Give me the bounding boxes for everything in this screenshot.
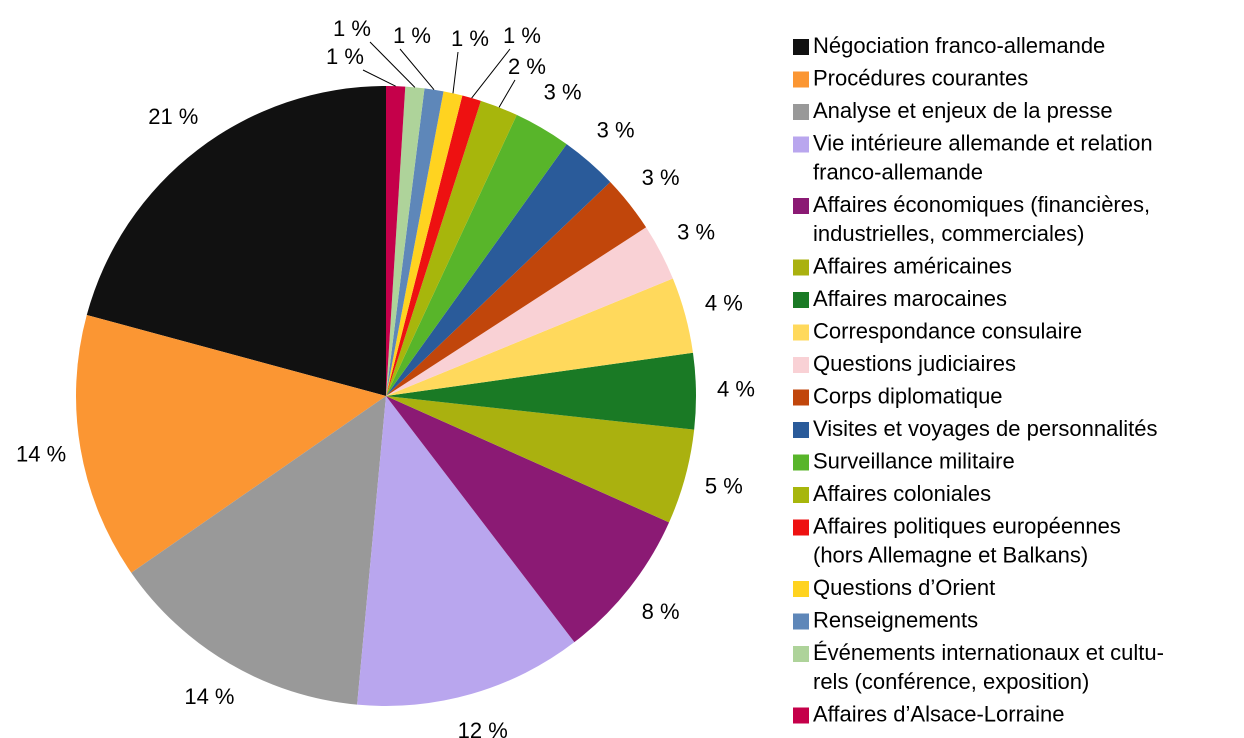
legend-label: Négociation franco-allemande xyxy=(813,33,1105,58)
data-label: 3 % xyxy=(544,80,582,105)
legend-swatch xyxy=(793,454,809,471)
legend-label: Affaires politiques européennes (hors All… xyxy=(813,513,1121,567)
legend-label: Affaires économiques (financières, indust… xyxy=(813,192,1150,246)
legend-swatch xyxy=(793,39,809,55)
data-label: 1 % xyxy=(393,23,431,48)
data-label: 1 % xyxy=(503,23,541,48)
data-label: 1 % xyxy=(333,16,371,41)
legend-swatch xyxy=(793,71,809,88)
data-label: 14 % xyxy=(184,684,234,709)
data-label: 5 % xyxy=(705,473,743,498)
data-label: 4 % xyxy=(717,376,755,401)
leader-line xyxy=(399,48,435,91)
legend-label: Visites et voyages de personnalités xyxy=(813,416,1157,441)
legend-swatch xyxy=(793,487,809,503)
leader-line xyxy=(362,69,396,87)
pie-slice xyxy=(357,396,575,706)
legend-label: Analyse et enjeux de la presse xyxy=(813,98,1113,123)
legend-label: Surveillance militaire xyxy=(813,448,1015,473)
pie-slice xyxy=(386,396,670,643)
legend-swatch xyxy=(793,357,809,373)
data-label: 1 % xyxy=(326,44,364,69)
legend-swatch xyxy=(793,707,809,724)
data-label: 3 % xyxy=(677,220,715,245)
data-label: 3 % xyxy=(597,118,635,143)
pie-slice xyxy=(386,227,673,396)
legend-label: Affaires d’Alsace-Lorraine xyxy=(813,701,1065,726)
data-label: 12 % xyxy=(458,718,508,738)
legend-swatch xyxy=(793,324,809,341)
legend-swatch xyxy=(793,613,809,630)
legend-label: Vie intérieure allemande et relation fran… xyxy=(813,130,1153,184)
legend-swatch xyxy=(793,389,809,406)
pie-slice xyxy=(86,86,386,396)
data-label: 21 % xyxy=(148,104,198,129)
leader-line xyxy=(369,41,416,88)
legend-label: Affaires coloniales xyxy=(813,481,991,506)
legend-label: Procédures courantes xyxy=(813,65,1028,90)
data-label: 1 % xyxy=(451,26,489,51)
leader-line xyxy=(452,51,459,94)
legend-label: Questions judiciaires xyxy=(813,351,1016,376)
legend-swatch xyxy=(793,646,809,662)
data-label: 8 % xyxy=(642,599,680,624)
legend-swatch xyxy=(793,422,809,438)
legend-swatch xyxy=(793,136,809,153)
legend-label: Questions d’Orient xyxy=(813,575,995,600)
pie-slice xyxy=(386,352,696,430)
legend-label: Corps diplomatique xyxy=(813,383,1003,408)
legend-swatch xyxy=(793,259,809,276)
pie-slice xyxy=(131,396,386,705)
pie-slice xyxy=(386,396,695,523)
data-label: 3 % xyxy=(642,165,680,190)
pie-slice xyxy=(386,144,611,396)
pie-slice xyxy=(386,91,463,397)
legend-label: Affaires américaines xyxy=(813,253,1012,278)
legend-swatch xyxy=(793,198,809,214)
pie-slice xyxy=(386,114,567,397)
legend-label: Correspondance consulaire xyxy=(813,318,1082,343)
legend-swatch xyxy=(793,519,809,536)
data-label: 14 % xyxy=(16,441,66,466)
pie-slice xyxy=(386,181,647,396)
legend-swatch xyxy=(793,581,809,597)
pie-slice xyxy=(386,95,481,396)
pie-slice xyxy=(386,88,444,397)
data-label: 4 % xyxy=(705,290,743,315)
pie-slice xyxy=(386,100,517,396)
legend-label: Affaires marocaines xyxy=(813,286,1007,311)
legend-swatch xyxy=(793,104,809,120)
leader-line xyxy=(498,79,516,108)
pie-slice xyxy=(386,278,693,396)
legend-label: Renseignements xyxy=(813,607,978,632)
legend-label: Événements internationaux et cultu-rels … xyxy=(813,640,1164,694)
pie-slice xyxy=(386,86,406,396)
pie-slice xyxy=(76,314,386,573)
leader-line xyxy=(471,48,511,99)
pie-slice xyxy=(386,86,425,396)
data-label: 2 % xyxy=(508,54,546,79)
legend-swatch xyxy=(793,292,809,308)
